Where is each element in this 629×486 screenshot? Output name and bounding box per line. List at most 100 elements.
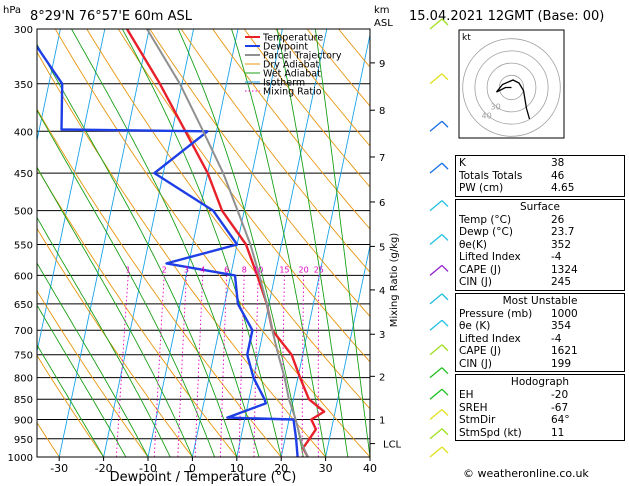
hodograph-ring-label: 40 <box>482 112 492 121</box>
copyright-text: © weatheronline.co.uk <box>463 467 589 480</box>
pressure-tick-label: 650 <box>14 300 33 311</box>
mixing-ratio-line <box>281 275 285 457</box>
hodograph-table-value: -67 <box>551 401 569 414</box>
legend-entry: Dewpoint <box>263 42 308 53</box>
wet-adiabat-line <box>37 262 149 457</box>
pw-value: 4.65 <box>551 182 575 194</box>
mixing-ratio-tick-label: 15 <box>279 265 289 274</box>
pressure-tick-label: 850 <box>14 395 33 406</box>
wind-barb <box>429 120 443 132</box>
hodograph-table-row: SREH -67 <box>459 402 621 415</box>
pressure-tick-label: 350 <box>14 80 33 91</box>
x-tick-label: 20 <box>274 462 288 475</box>
dewpoint-line <box>37 44 299 457</box>
legend-entry: Wet Adiabat <box>263 69 321 80</box>
wind-barb <box>429 233 443 245</box>
indices-panel: K 38 Totals Totals 46 PW (cm) 4.65 Surface … <box>455 155 625 443</box>
temperature-line <box>125 29 326 457</box>
mixing-ratio-line <box>115 275 129 457</box>
pressure-tick-label: 600 <box>14 271 33 282</box>
wet-adiabat-line <box>122 29 282 457</box>
mixing-ratio-tick-label: 2 <box>162 265 167 274</box>
pressure-tick-label: 950 <box>14 435 33 446</box>
hodograph-table-value: 64° <box>551 414 570 426</box>
hodograph-ring <box>486 62 537 113</box>
wind-barb-flag <box>441 264 449 272</box>
isotherm-line <box>103 29 195 457</box>
dry-adiabat-line <box>37 167 238 457</box>
totals-totals-value: 46 <box>551 169 565 182</box>
x-tick-label: 0 <box>189 462 196 475</box>
height-tick-label: 4 <box>379 286 385 297</box>
wet-adiabat-line <box>314 29 370 457</box>
height-tick-label: 5 <box>379 242 385 253</box>
hodograph-table-label: EH <box>459 389 474 401</box>
most-unstable-row: θe (K) 354 <box>459 320 621 333</box>
wind-barb <box>429 388 443 400</box>
hodograph-table-row: EH -20 <box>459 389 621 402</box>
mixing-ratio-line <box>194 275 204 457</box>
wind-barb-flag <box>441 120 449 128</box>
legend-entry: Dry Adiabat <box>263 60 320 71</box>
pressure-tick-label: 900 <box>14 416 33 427</box>
surface-value: 1324 <box>551 263 578 276</box>
wind-barb-flag <box>441 234 449 241</box>
pressure-tick-label: 550 <box>14 240 33 251</box>
hodograph-table-label: SREH <box>459 401 488 414</box>
lcl-label: LCL <box>383 440 402 451</box>
wind-barb <box>429 367 443 379</box>
mixing-ratio-tick-label: 3 <box>184 265 189 274</box>
most-unstable-label: CIN (J) <box>459 357 492 370</box>
surface-row: CAPE (J) 1324 <box>459 264 621 277</box>
dry-adiabat-line <box>117 29 370 363</box>
mixing-ratio-line <box>317 275 320 457</box>
most-unstable-title: Most Unstable <box>502 294 578 307</box>
most-unstable-value: 354 <box>551 320 572 332</box>
mixing-ratio-line <box>219 275 228 457</box>
station-location: 8°29'N 76°57'E 60m ASL <box>30 9 193 24</box>
most-unstable-row: CIN (J) 199 <box>459 358 621 371</box>
pressure-unit-label: hPa <box>3 5 21 16</box>
surface-row: Temp (°C) 26 <box>459 214 621 227</box>
mixing-ratio-line <box>301 275 305 457</box>
isotherm-line <box>280 32 370 457</box>
most-unstable-row: CAPE (J) 1621 <box>459 345 621 358</box>
surface-value: -4 <box>551 251 562 263</box>
x-tick-label: 10 <box>230 462 244 475</box>
wind-barb-flag <box>441 388 449 396</box>
pressure-tick-label: 500 <box>14 207 33 218</box>
hodograph-table-title: Hodograph <box>510 376 570 388</box>
dry-adiabat-line <box>37 354 104 457</box>
surface-label: Temp (°C) <box>459 213 512 226</box>
dry-adiabat-line <box>37 290 149 457</box>
isotherm-line <box>37 29 106 354</box>
wind-barb <box>429 446 443 458</box>
surface-box: Surface Temp (°C) 26 Dewp (°C) 23.7 θe(K) 352… <box>455 198 625 291</box>
legend-entry: Parcel Trajectory <box>263 51 342 62</box>
wind-barb <box>429 344 443 356</box>
surface-label: θe(K) <box>459 238 487 251</box>
wet-adiabat-line <box>276 29 349 457</box>
wind-barb <box>429 428 443 440</box>
mixing-ratio-tick-label: 10 <box>253 265 263 274</box>
most-unstable-box: Most Unstable Pressure (mb) 1000 θe (K) 354… <box>455 292 625 372</box>
pressure-tick-label: 750 <box>14 351 33 362</box>
plot-frame <box>36 28 371 458</box>
surface-value: 245 <box>551 276 572 288</box>
wind-barb-flag <box>441 409 449 417</box>
pressure-tick-label: 700 <box>14 326 33 337</box>
dry-adiabat-line <box>243 29 370 188</box>
isotherm-line <box>58 29 150 457</box>
wind-barb-flag <box>441 446 449 454</box>
most-unstable-value: 1000 <box>551 307 578 320</box>
hodograph-table-row: StmDir 64° <box>459 414 621 427</box>
hodograph-table-label: StmDir <box>459 414 496 426</box>
hodograph-table-row: StmSpd (kt) 11 <box>459 427 621 440</box>
wind-barb <box>429 18 443 30</box>
surface-row: Lifted Index -4 <box>459 251 621 264</box>
surface-value: 23.7 <box>551 226 575 238</box>
most-unstable-value: 199 <box>551 357 572 370</box>
wind-barb <box>429 264 443 276</box>
most-unstable-row: Pressure (mb) 1000 <box>459 308 621 321</box>
